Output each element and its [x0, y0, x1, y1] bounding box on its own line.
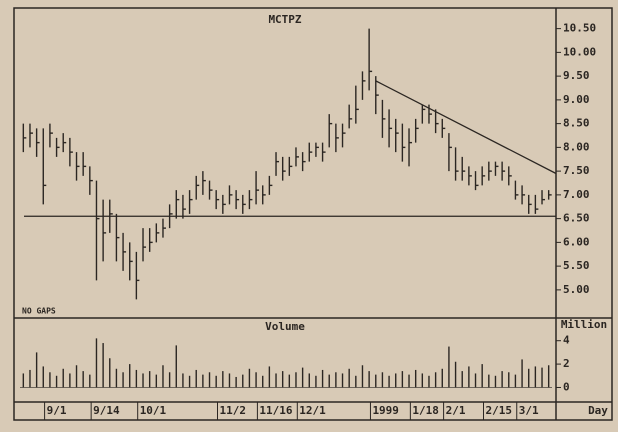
y-tick-label: 4 [563, 334, 570, 347]
x-tick-label: 9/14 [93, 404, 120, 417]
y-tick-label: 0 [563, 380, 570, 393]
x-tick-label: 11/16 [259, 404, 292, 417]
y-tick-label: 6.00 [563, 235, 590, 248]
x-tick-label: 3/1 [519, 404, 539, 417]
trendline [375, 80, 557, 175]
x-tick-label: 1/18 [412, 404, 439, 417]
y-tick-label: 9.00 [563, 93, 590, 106]
x-tick-label: 11/2 [220, 404, 247, 417]
y-tick-label: 5.00 [563, 283, 590, 296]
x-tick-label: 12/1 [299, 404, 326, 417]
y-tick-label: 10.50 [563, 22, 596, 35]
annotation: NO GAPS [22, 307, 56, 316]
y-tick-label: 9.50 [563, 69, 590, 82]
y-tick-label: 8.00 [563, 140, 590, 153]
x-tick-label: 2/1 [446, 404, 466, 417]
y-tick-label: 7.00 [563, 188, 590, 201]
x-tick-label: 2/15 [486, 404, 513, 417]
y-tick-label: 2 [563, 357, 570, 370]
outer-frame [13, 7, 613, 421]
x-tick-label: 1999 [372, 404, 399, 417]
x-tick-label: 10/1 [140, 404, 167, 417]
x-tick-label: 9/1 [47, 404, 67, 417]
chart-title: MCTPZ [268, 13, 301, 26]
y-tick-label: 5.50 [563, 259, 590, 272]
x-axis-label: Day [588, 404, 608, 417]
y-tick-label: 7.50 [563, 164, 590, 177]
y-tick-label: 10.00 [563, 45, 596, 58]
panel-title: Volume [265, 320, 305, 333]
y-tick-label: 6.50 [563, 212, 590, 225]
y-tick-label: 8.50 [563, 117, 590, 130]
y-axis-label: Million [561, 318, 607, 331]
